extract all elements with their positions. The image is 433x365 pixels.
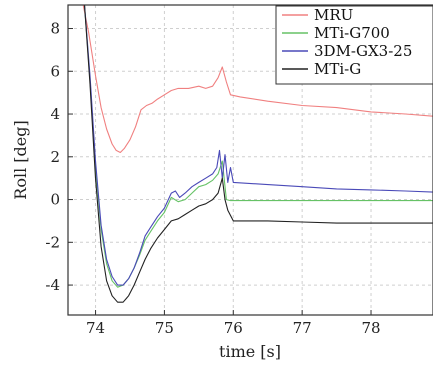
- x-tick-label: 75: [155, 319, 174, 337]
- grid: [68, 5, 433, 315]
- y-tick-label: 2: [50, 148, 60, 166]
- series-line-mru: [82, 5, 433, 154]
- y-tick-label: -2: [45, 233, 60, 251]
- series-line-mti-g: [83, 5, 433, 303]
- series-line-mti-g700: [83, 5, 433, 288]
- axis-ticks: 74 75 76 77 78 -4 -2 0 2 4 6 8: [45, 20, 380, 337]
- legend-label: MTi-G: [314, 60, 361, 78]
- x-tick-label: 77: [293, 319, 312, 337]
- legend-label: MRU: [314, 6, 353, 24]
- y-tick-label: 0: [50, 191, 60, 209]
- y-tick-label: -4: [45, 276, 60, 294]
- x-axis-title: time [s]: [219, 342, 281, 361]
- legend-box: [275, 5, 433, 85]
- legend-label: MTi-G700: [314, 24, 390, 42]
- legend-label: 3DM-GX3-25: [314, 42, 412, 60]
- series-line-3dm-gx3-25: [83, 5, 433, 286]
- y-tick-label: 4: [50, 105, 60, 123]
- y-axis-title: Roll [deg]: [11, 120, 30, 199]
- series-group: [82, 5, 433, 303]
- x-tick-label: 74: [86, 319, 105, 337]
- y-tick-label: 8: [50, 20, 60, 38]
- plot-frame: [67, 4, 433, 316]
- x-tick-label: 76: [224, 319, 243, 337]
- y-tick-label: 6: [50, 62, 60, 80]
- x-tick-label: 78: [361, 319, 380, 337]
